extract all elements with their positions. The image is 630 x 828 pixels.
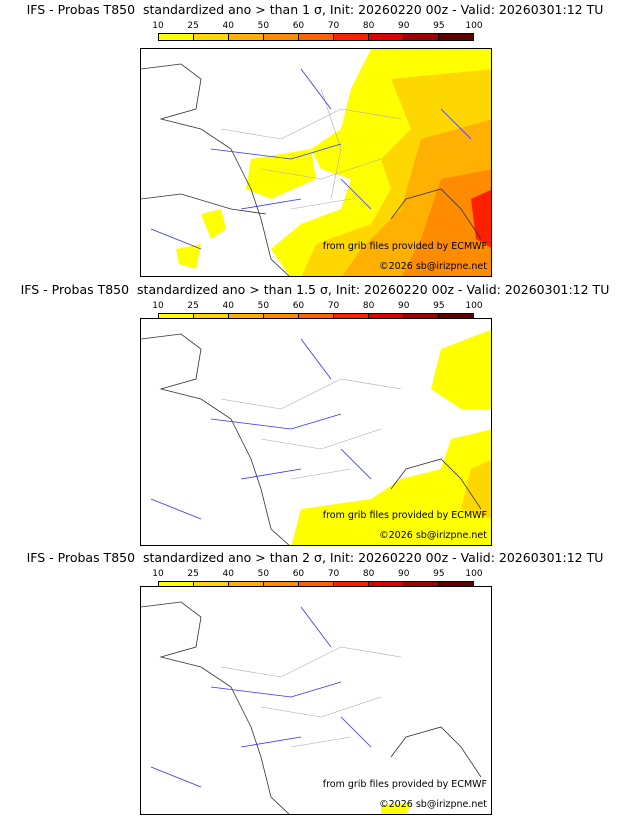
colorbar-segment xyxy=(369,314,404,320)
colorbar-segment xyxy=(439,314,473,320)
probability-map: from grib files provided by ECMWF ©2026 … xyxy=(140,318,492,546)
colorbar-tick-label: 60 xyxy=(292,21,305,31)
colorbar-tick-label: 40 xyxy=(222,569,234,579)
colorbar-tick-label: 70 xyxy=(327,569,340,579)
colorbar-segment xyxy=(229,582,264,588)
colorbar-tick-label: 25 xyxy=(187,301,199,311)
colorbar-tick-label: 10 xyxy=(152,569,164,579)
colorbar-segment xyxy=(264,314,299,320)
colorbar-tick-label: 40 xyxy=(222,301,234,311)
colorbar-segment xyxy=(159,34,194,40)
colorbar-segment xyxy=(404,582,439,588)
colorbar-segment xyxy=(334,582,369,588)
colorbar-segment xyxy=(264,34,299,40)
colorbar-segment xyxy=(194,582,229,588)
colorbar-tick-label: 90 xyxy=(398,21,410,31)
colorbar-tick-label: 95 xyxy=(433,569,445,579)
copyright: ©2026 sb@irizpne.net xyxy=(379,799,487,810)
colorbar-tick-label: 70 xyxy=(327,21,340,31)
colorbar: 10 25 40 50 60 70 80 90 95 100 xyxy=(152,21,483,44)
colorbar-segment xyxy=(404,34,439,40)
colorbar-tick-label: 50 xyxy=(257,21,270,31)
colorbar-tick-label: 80 xyxy=(362,301,375,311)
copyright: ©2026 sb@irizpne.net xyxy=(379,530,487,541)
colorbar-tick-label: 95 xyxy=(433,301,445,311)
colorbar-segment xyxy=(439,34,473,40)
colorbar-tick-label: 40 xyxy=(222,21,234,31)
colorbar-segment xyxy=(439,582,473,588)
map-layer xyxy=(141,329,491,545)
colorbar-segment xyxy=(299,34,334,40)
colorbar-segment xyxy=(159,314,194,320)
colorbar-segment xyxy=(264,582,299,588)
colorbar-segment xyxy=(334,34,369,40)
panel-1-sigma: IFS - Probas T850 standardized ano > tha… xyxy=(0,2,630,278)
colorbar-segment xyxy=(229,314,264,320)
panel-1-5-sigma: IFS - Probas T850 standardized ano > tha… xyxy=(0,282,630,548)
colorbar-segment xyxy=(229,34,264,40)
colorbar-segment xyxy=(194,34,229,40)
data-credit: from grib files provided by ECMWF xyxy=(322,779,487,790)
panel-2-sigma: IFS - Probas T850 standardized ano > tha… xyxy=(0,550,630,816)
colorbar-tick-label: 10 xyxy=(152,21,164,31)
colorbar-tick-label: 25 xyxy=(187,569,199,579)
colorbar-tick-label: 60 xyxy=(292,569,305,579)
colorbar-tick-label: 50 xyxy=(257,301,270,311)
colorbar-segment xyxy=(299,314,334,320)
map-layer xyxy=(141,601,482,814)
colorbar-tick-label: 95 xyxy=(433,21,445,31)
colorbar-segment xyxy=(369,582,404,588)
colorbar-tick-label: 10 xyxy=(152,301,164,311)
colorbar-segment xyxy=(334,314,369,320)
colorbar-tick-label: 50 xyxy=(257,569,270,579)
probability-map: from grib files provided by ECMWF ©2026 … xyxy=(140,586,492,815)
probability-map: from grib files provided by ECMWF ©2026 … xyxy=(140,48,492,277)
panel-title: IFS - Probas T850 standardized ano > tha… xyxy=(26,2,604,17)
colorbar-tick-label: 60 xyxy=(292,301,305,311)
colorbar-segment xyxy=(299,582,334,588)
colorbar-segment xyxy=(194,314,229,320)
colorbar-tick-label: 90 xyxy=(398,301,410,311)
data-credit: from grib files provided by ECMWF xyxy=(322,241,487,252)
copyright: ©2026 sb@irizpne.net xyxy=(379,261,487,272)
colorbar-tick-label: 80 xyxy=(362,21,375,31)
colorbar-segment xyxy=(404,314,439,320)
colorbar-tick-label: 80 xyxy=(362,569,375,579)
colorbar-tick-label: 90 xyxy=(398,569,410,579)
colorbar-tick-label: 25 xyxy=(187,21,199,31)
data-credit: from grib files provided by ECMWF xyxy=(322,510,487,521)
panel-title: IFS - Probas T850 standardized ano > tha… xyxy=(26,550,604,565)
panel-title: IFS - Probas T850 standardized ano > tha… xyxy=(20,282,610,297)
colorbar-tick-label: 100 xyxy=(465,21,483,31)
map-layer xyxy=(141,49,491,276)
colorbar-tick-label: 100 xyxy=(465,569,483,579)
colorbar-segment xyxy=(159,582,194,588)
colorbar-tick-label: 70 xyxy=(327,301,340,311)
colorbar-segment xyxy=(369,34,404,40)
colorbar-tick-label: 100 xyxy=(465,301,483,311)
